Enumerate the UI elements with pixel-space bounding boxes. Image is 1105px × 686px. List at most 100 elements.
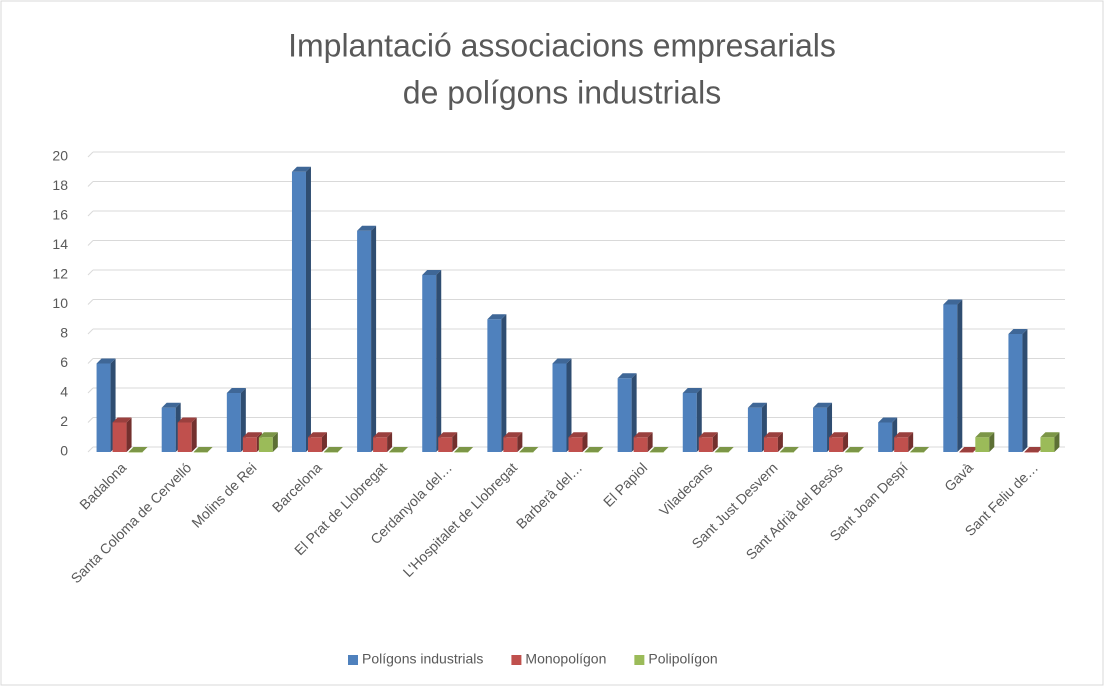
bar (112, 417, 132, 452)
legend-swatch (348, 655, 358, 665)
bar-top (242, 432, 262, 438)
bar-top (454, 447, 474, 452)
bar-front (373, 437, 388, 452)
bar (422, 270, 442, 452)
bar (568, 432, 588, 452)
bar-front (323, 452, 338, 453)
grid-line-depth (87, 387, 94, 394)
bar (291, 166, 311, 452)
bar-top (226, 388, 246, 393)
bar-side (305, 166, 311, 452)
bar-top (519, 447, 539, 452)
bar-side (517, 432, 523, 452)
bar-top (128, 447, 148, 452)
bar (779, 447, 799, 453)
y-tick-label: 14 (52, 236, 68, 252)
bar (747, 402, 767, 452)
bar-side (908, 432, 914, 452)
bar-top (975, 432, 995, 438)
grid-line-depth (87, 240, 94, 246)
bar-front (503, 437, 518, 452)
bar-front (568, 437, 583, 452)
bar-top (112, 417, 132, 423)
grid-line-depth (87, 151, 94, 158)
bar-front (829, 437, 844, 452)
bar (1040, 432, 1060, 452)
bar-top (943, 299, 963, 305)
bar-front (96, 363, 111, 452)
bar-front (226, 393, 241, 452)
bar-front (943, 304, 958, 452)
bar-side (387, 432, 393, 452)
bar (307, 432, 327, 452)
bar-side (452, 432, 458, 452)
grid-line-depth (87, 358, 94, 364)
chart-title: Implantació associacions empresarials (288, 27, 836, 63)
bar-side (631, 373, 637, 452)
bar-side (582, 432, 588, 452)
bar-front (1008, 334, 1023, 452)
bar-top (763, 432, 783, 438)
bar-top (910, 447, 930, 452)
bar-top (307, 432, 327, 438)
bar-top (1024, 447, 1044, 452)
bar-front (161, 407, 176, 452)
bar-front (584, 452, 599, 453)
y-tick-label: 10 (52, 295, 68, 311)
bar-top (193, 447, 213, 452)
bar (128, 447, 148, 453)
bar-front (975, 437, 990, 452)
bar-front (291, 171, 306, 452)
bar-top (552, 358, 572, 364)
bar (177, 417, 197, 452)
bar-front (763, 437, 778, 452)
y-tick-label: 6 (60, 354, 68, 370)
bar (698, 432, 718, 452)
bar (373, 432, 393, 452)
bar-side (957, 299, 963, 452)
y-tick-label: 20 (52, 148, 68, 164)
bar (519, 447, 539, 453)
bar-front (1040, 437, 1055, 452)
bar-front (128, 452, 143, 453)
grid-line-depth (87, 446, 94, 453)
bar-side (501, 314, 507, 452)
bar (1008, 329, 1028, 452)
bar-front (633, 437, 648, 452)
bar-front (389, 452, 404, 453)
bar-front (438, 437, 453, 452)
bar-top (177, 417, 197, 423)
legend-swatch (634, 655, 645, 665)
bar-side (843, 432, 849, 452)
bar-side (1022, 329, 1028, 452)
bar-side (272, 432, 278, 452)
bar-front (487, 319, 502, 452)
bar-top (568, 432, 588, 438)
bar (258, 432, 278, 452)
bar-top (682, 388, 702, 393)
bar-top (894, 432, 914, 438)
bar-front (112, 422, 127, 452)
grid-line-depth (87, 210, 94, 217)
bar (943, 299, 963, 452)
grid-line-depth (87, 269, 94, 276)
grid-line-depth (87, 181, 94, 187)
bar-top (503, 432, 523, 438)
bar-front (959, 452, 974, 453)
bar (323, 447, 343, 453)
y-tick-label: 18 (52, 177, 68, 193)
bar-front (552, 363, 567, 452)
bar-side (191, 417, 197, 452)
bar (829, 432, 849, 452)
chart-title: de polígons industrials (403, 74, 721, 110)
bar (894, 432, 914, 452)
bar-front (177, 422, 192, 452)
bar (1024, 447, 1044, 453)
bar-top (1008, 329, 1028, 334)
bar-front (698, 437, 713, 452)
bar-side (126, 417, 132, 452)
bar-front (894, 437, 909, 452)
bar (454, 447, 474, 453)
bar-top (878, 417, 898, 423)
y-tick-label: 8 (60, 325, 68, 341)
